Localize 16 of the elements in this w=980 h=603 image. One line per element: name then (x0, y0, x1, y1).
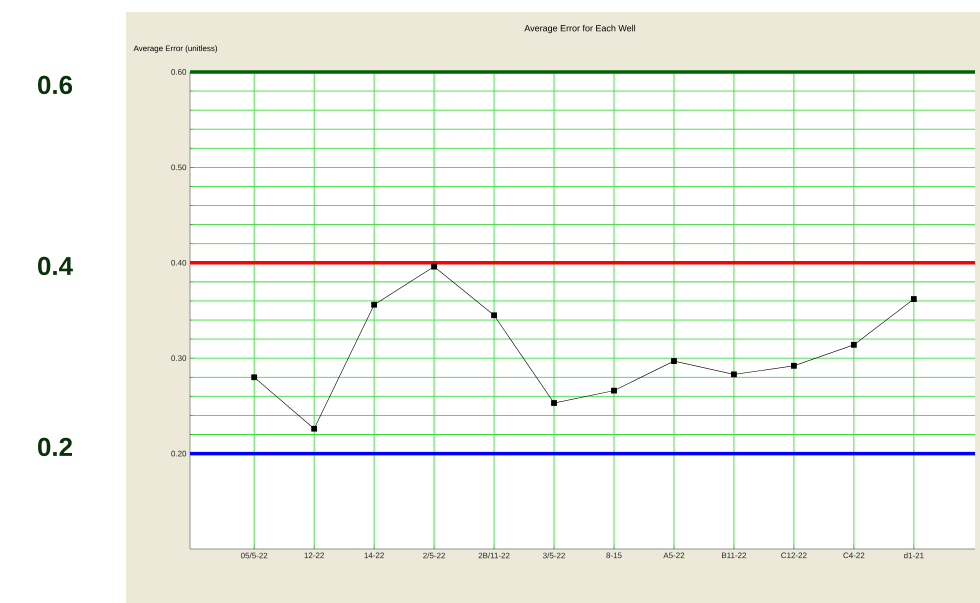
point (311, 426, 318, 432)
point (371, 302, 378, 308)
point (251, 374, 258, 380)
point (551, 400, 557, 406)
point (850, 342, 857, 348)
point (671, 358, 677, 364)
text: 0.4 (38, 256, 73, 276)
point (791, 362, 797, 369)
text: 0.6 (38, 76, 72, 94)
point (431, 264, 437, 270)
text: 0.2 (38, 438, 72, 456)
point (731, 372, 737, 378)
chart-title: Average Error for Each Well (524, 24, 636, 34)
point (491, 312, 497, 318)
point (910, 296, 917, 302)
point (611, 388, 617, 394)
